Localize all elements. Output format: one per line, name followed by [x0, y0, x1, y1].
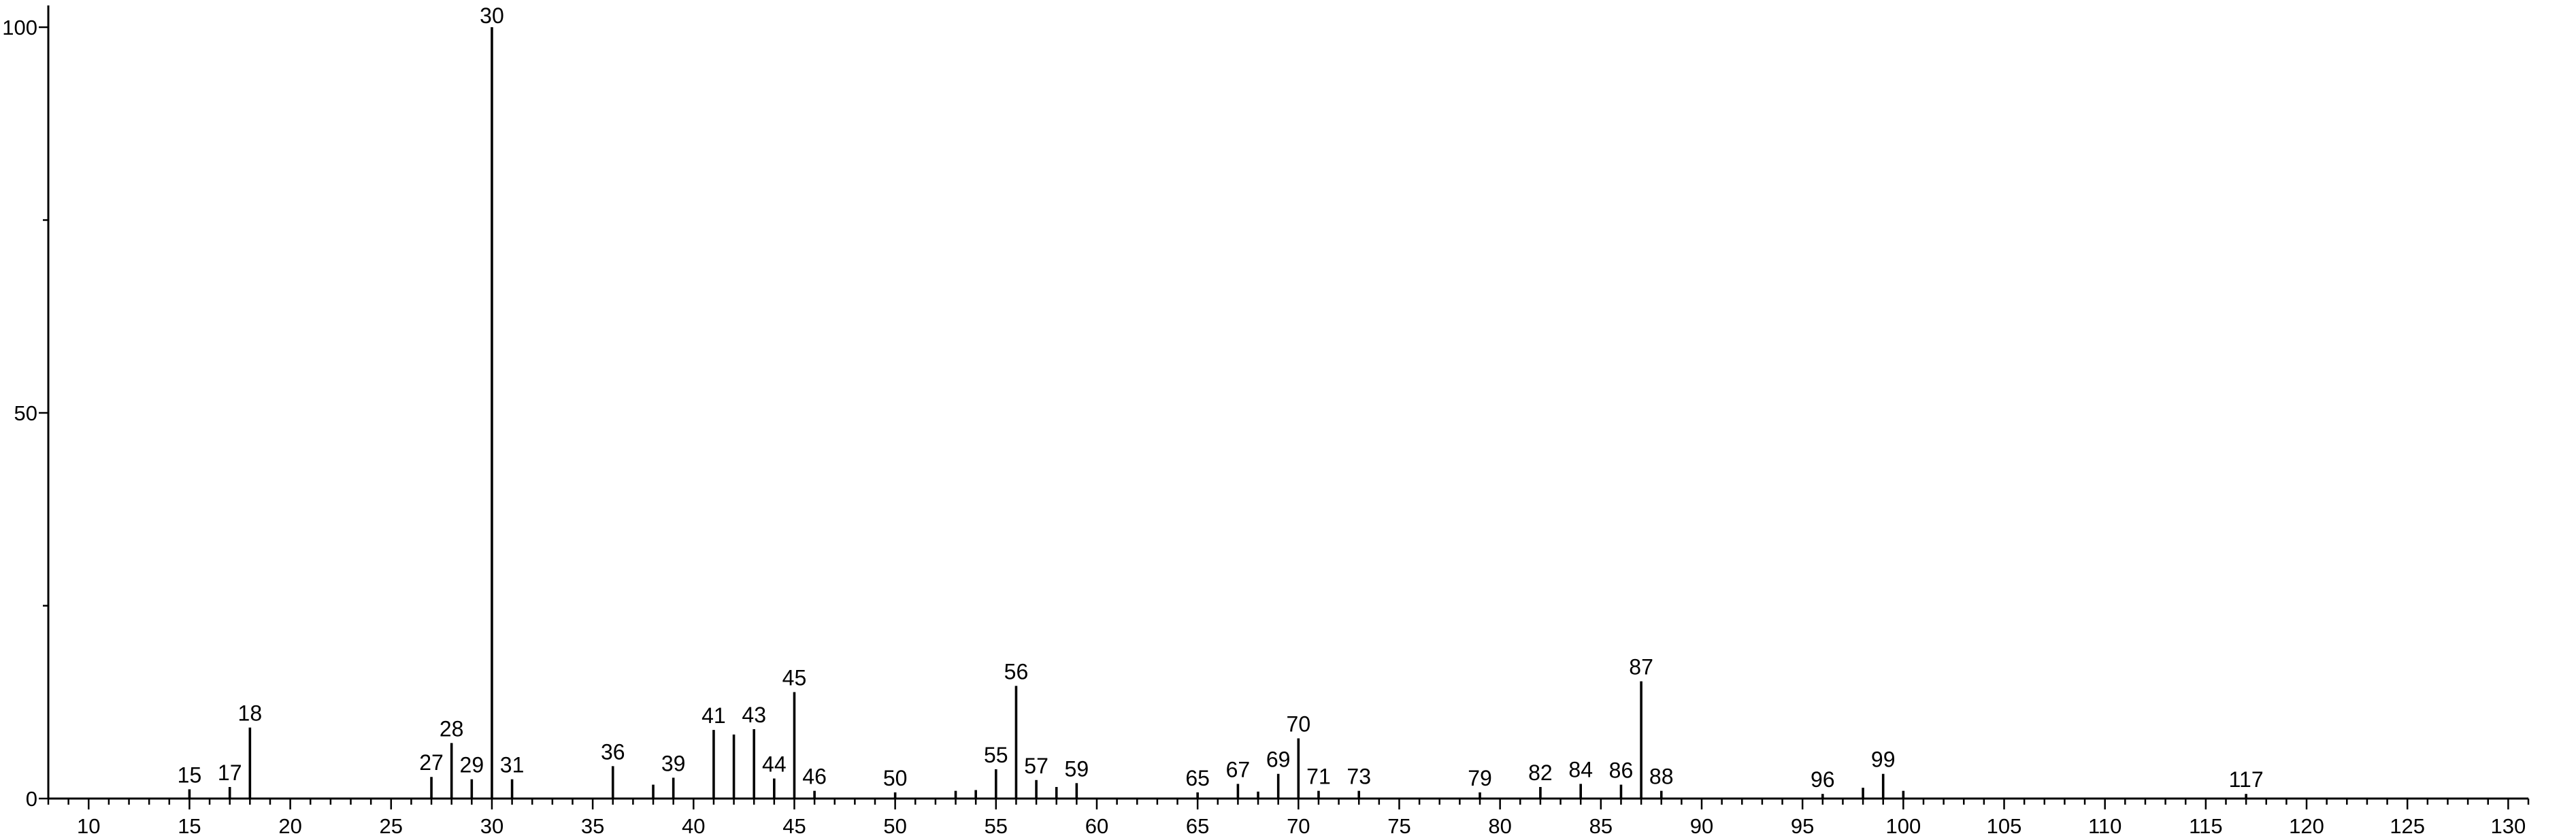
y-axis: 0 50 100 — [2, 5, 50, 811]
peak-label: 56 — [1004, 659, 1029, 684]
peak-label: 17 — [218, 760, 242, 785]
x-tick-label: 130 — [2490, 814, 2526, 838]
peak-label: 57 — [1024, 754, 1048, 778]
x-tick-label: 110 — [2088, 814, 2121, 838]
peak-label: 46 — [802, 765, 827, 789]
peak-label: 15 — [178, 762, 202, 787]
peak-label: 67 — [1226, 757, 1251, 782]
peak-label: 30 — [480, 3, 504, 28]
peak-label: 39 — [661, 751, 686, 775]
x-tick-label: 35 — [581, 814, 604, 838]
x-tick-label: 65 — [1186, 814, 1209, 838]
peak-label: 45 — [782, 666, 807, 690]
x-tick-label: 100 — [1885, 814, 1921, 838]
peak-label: 29 — [460, 753, 484, 777]
peak-label: 36 — [601, 739, 625, 764]
x-tick-label: 45 — [782, 814, 806, 838]
x-tick-label: 25 — [380, 814, 403, 838]
peak-label: 50 — [883, 766, 908, 790]
peak-label: 18 — [238, 701, 263, 726]
peak-label: 117 — [2229, 767, 2264, 792]
x-tick-label: 75 — [1387, 814, 1410, 838]
peak-label: 65 — [1185, 766, 1210, 790]
x-tick-label: 20 — [278, 814, 301, 838]
peak-label: 27 — [419, 750, 444, 775]
peak-label: 70 — [1287, 712, 1311, 737]
peak-label: 99 — [1871, 748, 1896, 772]
x-tick-label: 120 — [2289, 814, 2324, 838]
peak-label: 96 — [1811, 767, 1835, 792]
x-tick-label: 90 — [1690, 814, 1713, 838]
x-tick-label: 95 — [1791, 814, 1814, 838]
peak-label: 31 — [500, 753, 525, 777]
peak-label: 82 — [1528, 760, 1553, 785]
x-tick-label: 105 — [1987, 814, 2022, 838]
peak-label: 71 — [1306, 765, 1331, 789]
x-tick-label: 70 — [1287, 814, 1310, 838]
x-tick-label: 115 — [2189, 814, 2222, 838]
peak-label: 59 — [1065, 756, 1089, 781]
x-tick-label: 40 — [682, 814, 705, 838]
x-tick-label: 15 — [178, 814, 201, 838]
x-tick-label: 10 — [77, 814, 100, 838]
y-tick-label: 50 — [14, 401, 37, 425]
peak-label: 88 — [1649, 765, 1674, 789]
peak-label: 44 — [762, 752, 787, 777]
peak-label: 41 — [701, 703, 726, 728]
x-tick-label: 80 — [1488, 814, 1511, 838]
x-tick-label: 125 — [2390, 814, 2425, 838]
x-tick-label: 60 — [1085, 814, 1108, 838]
peak-label: 28 — [440, 716, 464, 741]
x-tick-label: 55 — [985, 814, 1008, 838]
peak-label: 43 — [742, 703, 766, 727]
peak-label: 84 — [1568, 757, 1593, 782]
peak-label: 69 — [1266, 748, 1291, 772]
peak-label: 86 — [1609, 758, 1634, 783]
x-tick-label: 50 — [883, 814, 906, 838]
peaks: 15 17 18 27 28 29 30 31 36 39 41 43 44 45 46 50 55 56 57 59… — [178, 3, 2264, 799]
x-axis: 10 15 20 25 30 35 40 45 50 55 60 65 70 75 80 85 90 95 100 1… — [47, 797, 2530, 838]
peak-label: 73 — [1347, 765, 1371, 789]
x-tick-label: 30 — [480, 814, 503, 838]
x-tick-label: 85 — [1589, 814, 1613, 838]
peak-label: 87 — [1629, 655, 1653, 680]
peak-label: 55 — [984, 743, 1008, 767]
peak-label: 79 — [1468, 766, 1492, 790]
y-tick-label: 100 — [2, 16, 37, 39]
y-tick-label: 0 — [26, 787, 37, 811]
